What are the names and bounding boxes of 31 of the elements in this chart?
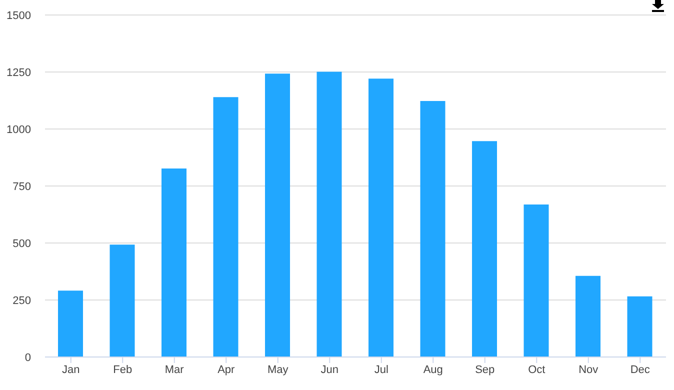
bar	[576, 276, 600, 357]
y-tick-label: 500	[12, 238, 31, 250]
bar	[213, 97, 238, 357]
x-tick-label: May	[267, 364, 289, 376]
x-tick-label: Feb	[113, 364, 132, 376]
y-tick-label: 1000	[6, 124, 31, 136]
x-tick-label: Sep	[475, 364, 495, 376]
bar	[368, 78, 394, 357]
bar	[58, 290, 83, 357]
x-tick-label: Dec	[630, 364, 650, 376]
y-tick-label: 750	[12, 180, 31, 193]
y-tick-label: 0	[24, 352, 31, 364]
x-tick-label: Nov	[578, 364, 599, 376]
bar	[265, 74, 290, 357]
bar	[627, 296, 652, 357]
x-tick-label: Apr	[218, 364, 236, 376]
y-tick-label: 1500	[6, 10, 31, 22]
x-tick-label: Mar	[164, 364, 184, 376]
x-tick-label: Jul	[374, 364, 388, 376]
bar	[110, 244, 135, 357]
x-tick-label: Aug	[423, 364, 443, 376]
x-tick-label: Jan	[62, 364, 80, 376]
bar	[524, 204, 549, 357]
bar	[420, 100, 446, 357]
bar	[162, 168, 186, 357]
x-tick-label: Jun	[320, 364, 338, 376]
bar	[316, 72, 342, 357]
y-tick-label: 1250	[6, 66, 31, 79]
x-tick-label: Oct	[528, 364, 546, 376]
y-tick-label: 250	[12, 294, 31, 307]
bar	[472, 141, 497, 357]
